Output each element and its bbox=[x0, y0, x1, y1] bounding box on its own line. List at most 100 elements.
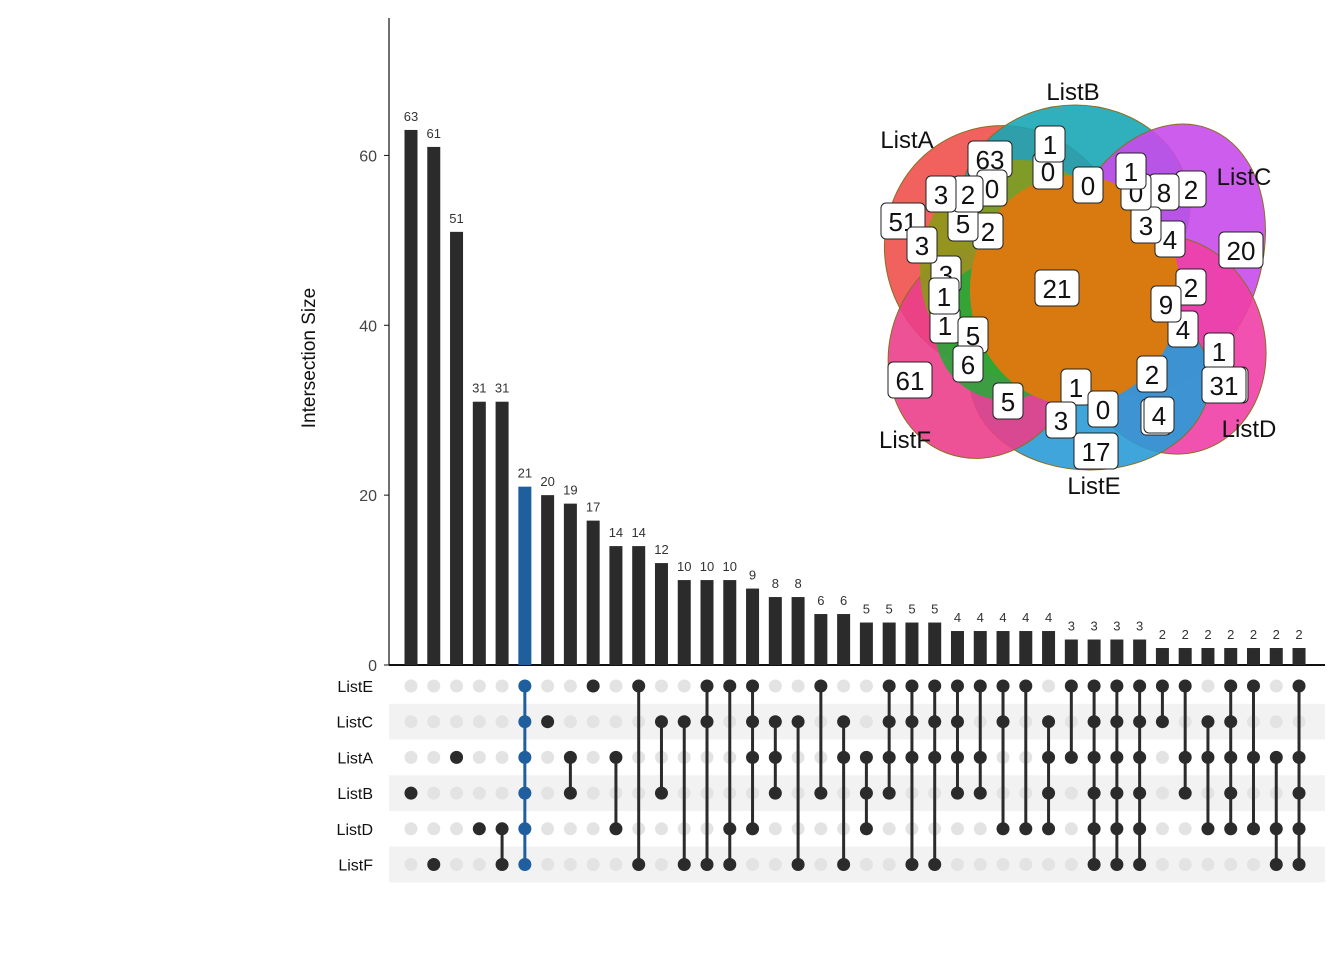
matrix-dot-empty bbox=[404, 679, 418, 693]
matrix-dot-filled bbox=[654, 786, 668, 800]
matrix-dot-empty bbox=[563, 822, 577, 836]
y-tick-label: 40 bbox=[359, 318, 377, 335]
matrix-dot-empty bbox=[495, 715, 509, 729]
matrix-dot-filled bbox=[1133, 822, 1147, 836]
matrix-dot-filled bbox=[928, 750, 942, 764]
set-label: ListC bbox=[337, 715, 373, 732]
bar-label: 51 bbox=[449, 211, 463, 226]
venn-count-box bbox=[992, 382, 1024, 420]
matrix-dot-empty bbox=[586, 750, 600, 764]
bar-label: 6 bbox=[840, 593, 847, 608]
set-label: ListE bbox=[337, 679, 373, 696]
matrix-dot-filled bbox=[1292, 679, 1306, 693]
matrix-dot-filled bbox=[1087, 822, 1101, 836]
bar bbox=[609, 546, 623, 665]
bar bbox=[1269, 648, 1283, 665]
matrix-dot-filled bbox=[973, 786, 987, 800]
matrix-dot-filled bbox=[723, 822, 737, 836]
matrix-dot-empty bbox=[791, 679, 805, 693]
matrix-dot-empty bbox=[427, 750, 441, 764]
matrix-dot-empty bbox=[450, 786, 464, 800]
matrix-dot-filled bbox=[905, 858, 919, 871]
matrix-dot-filled bbox=[1042, 822, 1056, 836]
venn-count-box bbox=[1034, 269, 1080, 307]
matrix-dot-filled bbox=[1110, 858, 1124, 871]
matrix-dot-empty bbox=[677, 679, 691, 693]
venn-inset: ListAListBListCListDListEListF2151632031… bbox=[879, 79, 1276, 500]
bar bbox=[404, 129, 418, 665]
matrix-dot-empty bbox=[427, 715, 441, 729]
venn-count-box bbox=[1201, 366, 1247, 404]
venn-count-box bbox=[928, 277, 960, 315]
matrix-dot-empty bbox=[427, 786, 441, 800]
set-label: ListF bbox=[338, 858, 373, 875]
matrix-dot-filled bbox=[1042, 750, 1056, 764]
matrix-dot-empty bbox=[450, 715, 464, 729]
bar-label: 19 bbox=[563, 483, 577, 498]
matrix-dot-empty bbox=[472, 679, 486, 693]
matrix-dot-filled bbox=[1087, 679, 1101, 693]
bar bbox=[1155, 648, 1169, 665]
matrix-dot-empty bbox=[541, 786, 555, 800]
matrix-dot-filled bbox=[837, 715, 851, 729]
matrix-dot-empty bbox=[654, 679, 668, 693]
matrix-dot-empty bbox=[404, 858, 418, 871]
venn-count-box bbox=[1073, 432, 1119, 470]
venn-count-label: 1 bbox=[1124, 157, 1138, 187]
bar-label: 2 bbox=[1182, 627, 1189, 642]
matrix-dot-empty bbox=[586, 858, 600, 871]
bar-label: 8 bbox=[794, 576, 801, 591]
venn-set-name: ListB bbox=[1046, 79, 1099, 106]
venn-count-label: 2 bbox=[1184, 175, 1198, 205]
matrix-dot-empty bbox=[654, 858, 668, 871]
matrix-dot-filled bbox=[700, 679, 714, 693]
bar bbox=[1019, 631, 1033, 665]
matrix-dot-empty bbox=[404, 715, 418, 729]
matrix-dot-filled bbox=[1201, 715, 1215, 729]
venn-count-label: 3 bbox=[1054, 406, 1068, 436]
matrix-dot-filled bbox=[859, 822, 873, 836]
matrix-dot-filled bbox=[1110, 786, 1124, 800]
venn-count-label: 0 bbox=[1041, 157, 1055, 187]
bar-label: 2 bbox=[1227, 627, 1234, 642]
bars bbox=[404, 129, 1306, 666]
matrix-dot-filled bbox=[1133, 858, 1147, 871]
matrix-dot-filled bbox=[928, 679, 942, 693]
venn-count-box bbox=[906, 226, 938, 264]
venn-set-name: ListE bbox=[1067, 473, 1120, 500]
matrix-dot-filled bbox=[677, 858, 691, 871]
matrix-dot-filled bbox=[746, 750, 760, 764]
matrix-dot-filled bbox=[768, 715, 782, 729]
matrix-dot-empty bbox=[404, 750, 418, 764]
matrix-dot-filled bbox=[632, 679, 646, 693]
bar bbox=[1201, 648, 1215, 665]
bar-label: 6 bbox=[817, 593, 824, 608]
bar-label: 3 bbox=[1090, 619, 1097, 634]
matrix-dot-filled bbox=[632, 858, 646, 871]
matrix-dot-filled bbox=[882, 679, 896, 693]
bar bbox=[973, 631, 987, 665]
matrix-dot-empty bbox=[654, 822, 668, 836]
venn-set-name: ListF bbox=[879, 427, 931, 454]
matrix-dot-filled bbox=[746, 715, 760, 729]
venn-count-label: 1 bbox=[1043, 130, 1057, 160]
matrix-dot-empty bbox=[1155, 822, 1169, 836]
matrix-dot-filled bbox=[814, 679, 828, 693]
matrix-dot-filled bbox=[905, 679, 919, 693]
matrix-dot-empty bbox=[1201, 679, 1215, 693]
matrix-dot-filled bbox=[1246, 822, 1260, 836]
matrix-dot-empty bbox=[1155, 786, 1169, 800]
matrix-dot-filled bbox=[1087, 715, 1101, 729]
matrix-dot-empty bbox=[1201, 858, 1215, 871]
matrix-dot-empty bbox=[1178, 858, 1192, 871]
matrix-dot-filled bbox=[1042, 715, 1056, 729]
matrix-dot-filled bbox=[905, 715, 919, 729]
matrix-dot-empty bbox=[859, 858, 873, 871]
venn-count-label: 61 bbox=[896, 366, 925, 396]
matrix-dot-empty bbox=[882, 822, 896, 836]
bar-label: 3 bbox=[1113, 619, 1120, 634]
matrix-dot-filled bbox=[1110, 715, 1124, 729]
matrix-dot-filled bbox=[518, 750, 532, 764]
matrix-dot-filled bbox=[427, 858, 441, 871]
venn-count-box bbox=[1045, 401, 1077, 439]
